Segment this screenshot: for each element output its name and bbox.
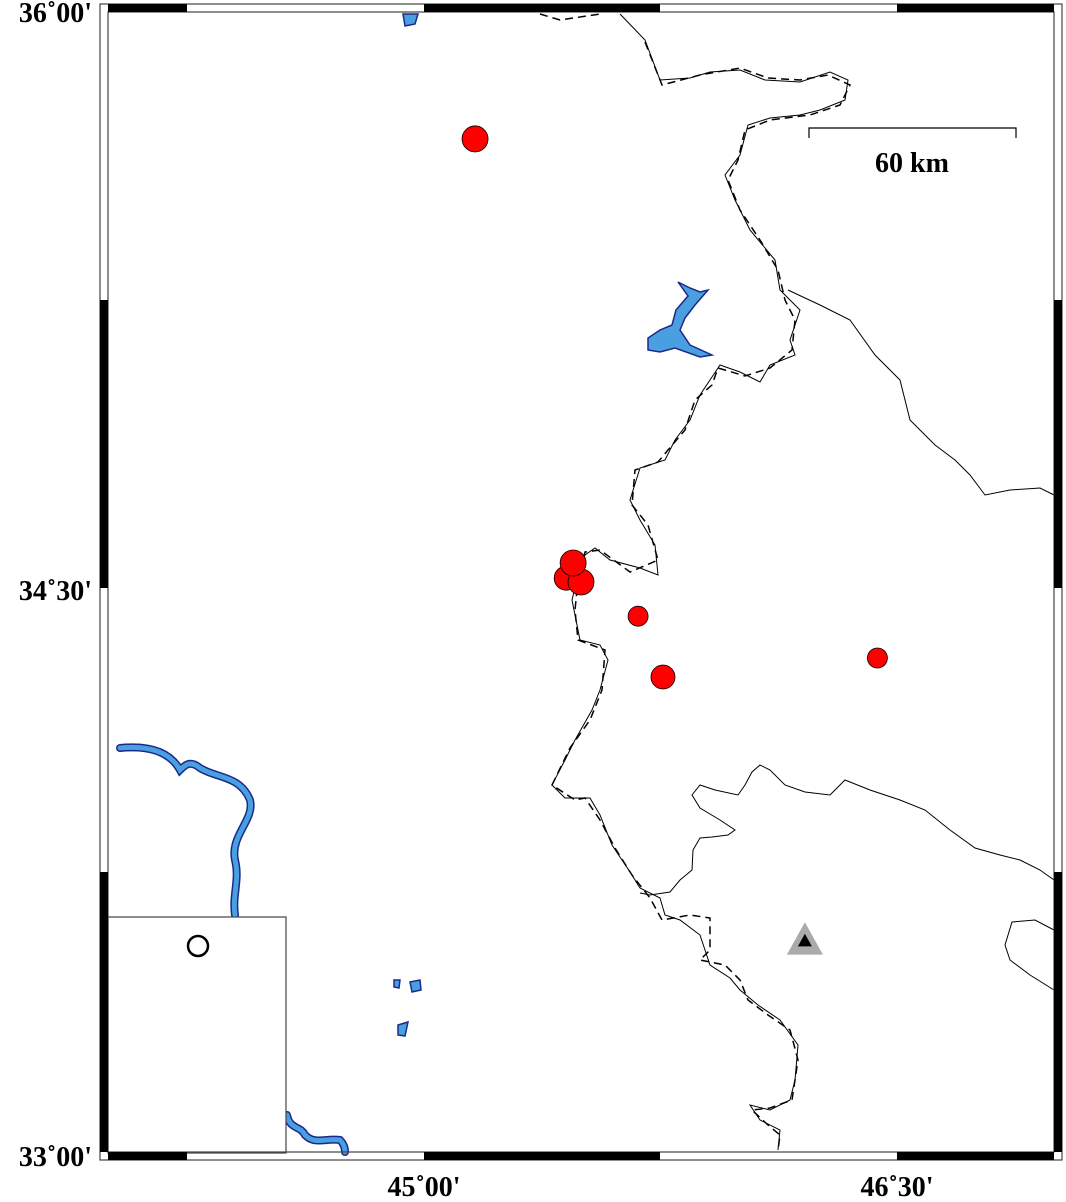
international-border	[551, 13, 849, 1151]
disputed-border	[539, 13, 852, 1151]
earthquake-event-marker	[627, 605, 649, 627]
province-border	[639, 764, 1055, 896]
water-bodies	[116, 743, 349, 1156]
lake	[647, 281, 715, 358]
inset-box	[107, 916, 287, 1154]
river	[284, 1112, 348, 1155]
events-layer	[461, 125, 888, 690]
river	[117, 744, 254, 918]
map-frame	[99, 3, 1063, 1161]
y-tick-label: 34˚30'	[19, 576, 92, 607]
borders	[539, 13, 1055, 1151]
earthquake-event-marker	[650, 664, 676, 690]
y-tick-label: 36˚00'	[19, 0, 92, 29]
lake	[402, 13, 420, 27]
lakes	[393, 13, 715, 1037]
province-border	[1004, 919, 1055, 991]
y-tick-label: 33˚00'	[19, 1142, 92, 1173]
scale-bar: 60 km	[808, 127, 1017, 179]
x-tick-label: 46˚30'	[860, 1172, 933, 1202]
x-tick-label: 45˚00'	[387, 1172, 460, 1202]
river	[283, 1111, 349, 1156]
station-layer	[786, 922, 823, 955]
earthquake-event-marker	[461, 125, 489, 153]
hollow-circle-icon	[186, 934, 210, 958]
lake	[393, 979, 422, 1037]
earthquake-event-marker	[559, 549, 587, 577]
earthquake-event-marker	[867, 647, 888, 669]
scale-bar-label: 60 km	[875, 148, 949, 179]
river	[116, 743, 255, 919]
triangle-station-icon	[797, 933, 812, 947]
province-border	[787, 289, 1055, 496]
